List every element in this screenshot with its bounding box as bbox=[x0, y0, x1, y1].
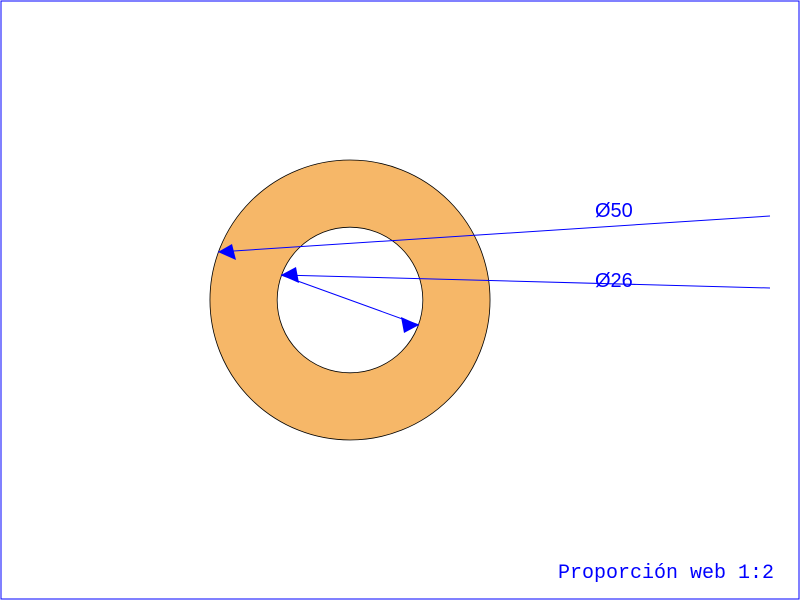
dim-line-inner bbox=[281, 275, 770, 288]
dim-label-outer: Ø50 bbox=[595, 200, 633, 223]
dim-label-inner: Ø26 bbox=[595, 270, 633, 293]
outer-border bbox=[1, 1, 799, 599]
footer-label: Proporción web 1:2 bbox=[558, 562, 774, 585]
dim-line-inner-through bbox=[281, 275, 419, 325]
diagram-svg bbox=[0, 0, 800, 600]
diagram-canvas: Ø50 Ø26 Proporción web 1:2 bbox=[0, 0, 800, 600]
